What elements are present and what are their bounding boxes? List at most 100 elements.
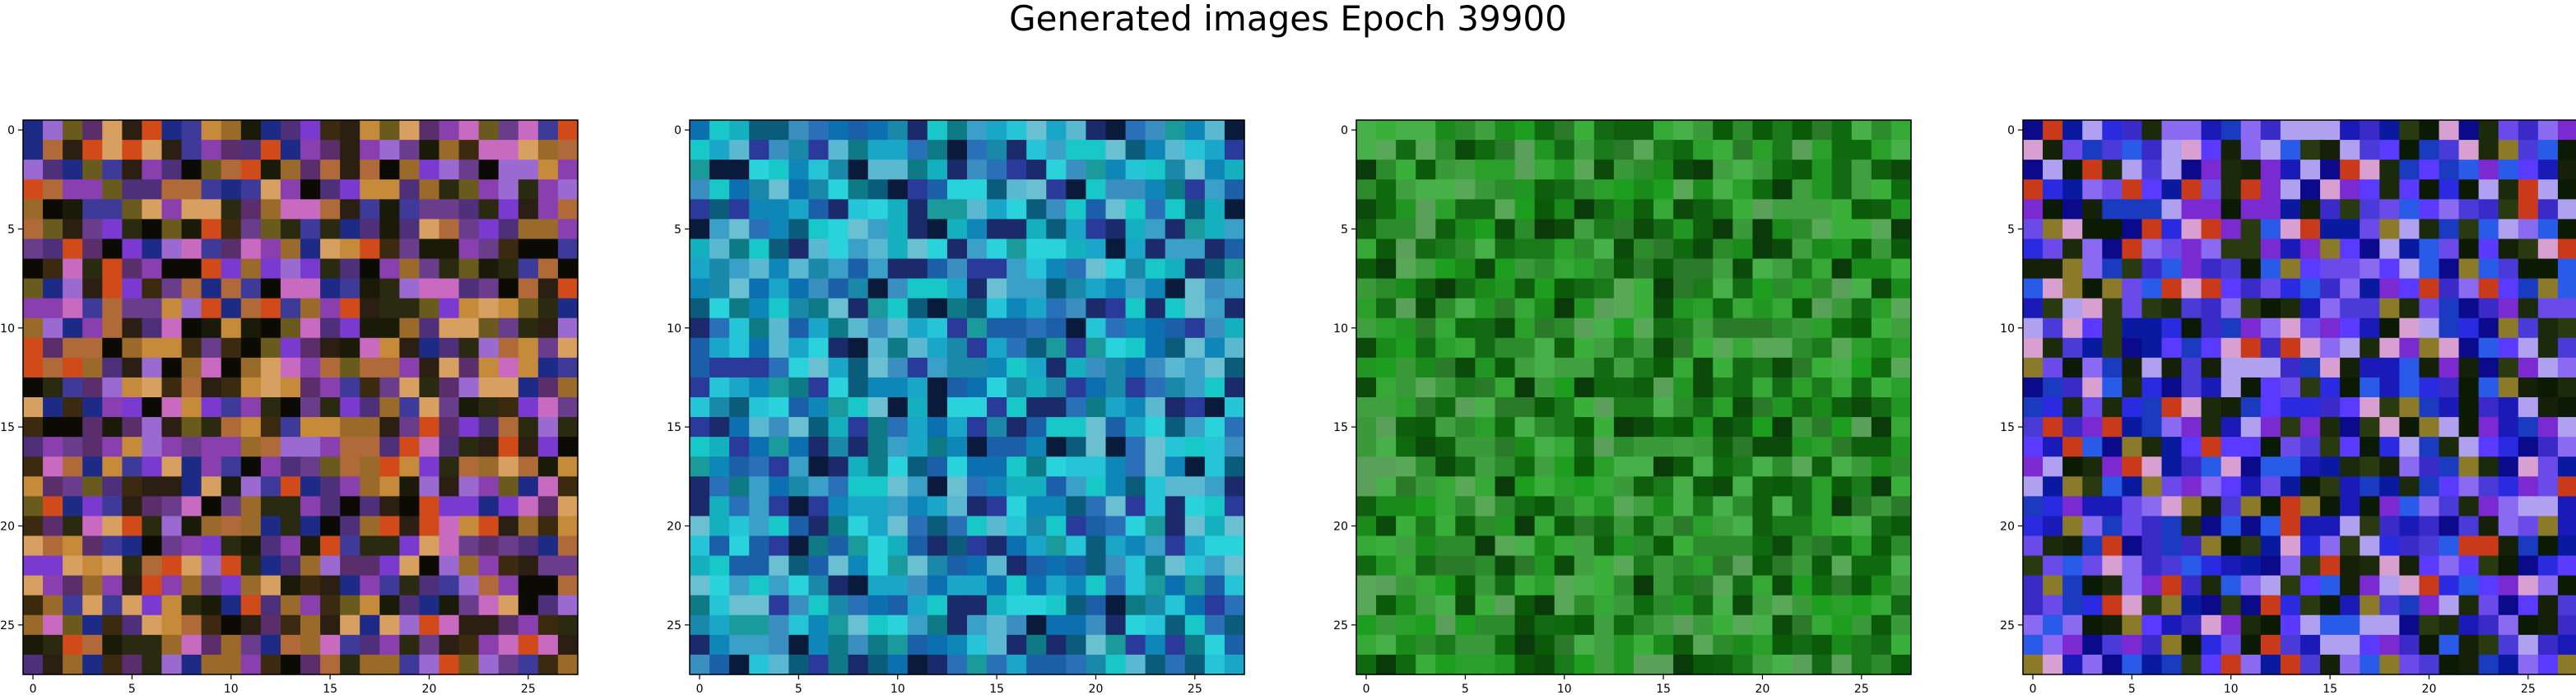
pixel-cell (360, 140, 380, 160)
pixel-cell (1416, 258, 1436, 280)
y-tick-label: 0 (674, 124, 681, 137)
pixel-cell (927, 634, 948, 656)
pixel-cell (340, 614, 360, 636)
pixel-cell (2043, 516, 2063, 537)
pixel-cell (2141, 140, 2163, 160)
pixel-cell (43, 120, 63, 141)
pixel-cell (142, 298, 163, 319)
pixel-cell (1165, 397, 1186, 418)
pixel-cell (2399, 456, 2420, 477)
pixel-cell (1435, 496, 1456, 517)
pixel-cell (808, 140, 830, 160)
pixel-cell (320, 179, 341, 200)
pixel-cell (1613, 357, 1634, 378)
pixel-cell (1673, 219, 1694, 240)
pixel-cell (1574, 575, 1595, 596)
pixel-cell (1145, 634, 1166, 656)
pixel-cell (1634, 278, 1654, 299)
pixel-cell (1086, 179, 1107, 200)
pixel-cell (1105, 357, 1127, 378)
pixel-cell (1693, 417, 1713, 438)
pixel-cell (887, 258, 909, 280)
pixel-cell (439, 377, 460, 398)
pixel-cell (2161, 456, 2183, 477)
pixel-cell (1376, 634, 1397, 656)
pixel-cell (1534, 476, 1555, 497)
pixel-cell (2260, 634, 2281, 656)
pixel-cell (1046, 160, 1067, 180)
pixel-cell (360, 278, 380, 299)
pixel-cell (2280, 278, 2301, 299)
pixel-cell (142, 219, 163, 240)
pixel-cell (2062, 258, 2083, 280)
pixel-cell (439, 456, 460, 477)
pixel-cell (1435, 239, 1456, 260)
pixel-cell (1752, 317, 1774, 339)
pixel-cell (82, 654, 103, 675)
pixel-cell (2360, 219, 2380, 240)
pixel-cell (2122, 397, 2143, 418)
pixel-cell (2557, 456, 2576, 477)
pixel-cell (181, 337, 202, 359)
pixel-cell (1475, 258, 1496, 280)
pixel-cell (2518, 397, 2539, 418)
pixel-cell (1184, 160, 1206, 180)
pixel-cell (260, 298, 281, 319)
pixel-cell (867, 476, 889, 497)
pixel-cell (2102, 239, 2123, 260)
pixel-cell (848, 456, 869, 477)
pixel-cell (320, 258, 341, 280)
pixel-cell (848, 140, 869, 160)
pixel-cell (181, 179, 202, 200)
y-tick-label: 10 (2000, 322, 2015, 336)
pixel-cell (518, 179, 539, 200)
pixel-cell (161, 417, 183, 438)
pixel-cell (1514, 516, 1536, 537)
pixel-cell (1026, 634, 1047, 656)
pixel-cell (142, 258, 163, 280)
x-tick-label: 25 (521, 683, 536, 695)
pixel-cell (280, 258, 301, 280)
pixel-cell (2280, 516, 2301, 537)
pixel-cell (867, 634, 889, 656)
pixel-cell (1673, 496, 1694, 517)
pixel-cell (419, 456, 440, 477)
pixel-cell (300, 397, 321, 418)
pixel-cell (439, 575, 460, 596)
pixel-cell (2181, 179, 2202, 200)
pixel-cell (1396, 456, 1416, 477)
pixel-cell (2557, 496, 2576, 517)
pixel-cell (300, 476, 321, 497)
pixel-cell (1890, 278, 1912, 299)
pixel-cell (300, 140, 321, 160)
pixel-cell (2399, 535, 2420, 557)
pixel-cell (1732, 634, 1754, 656)
pixel-cell (967, 317, 988, 339)
pixel-cell (788, 437, 810, 457)
pixel-cell (1792, 377, 1813, 398)
pixel-cell (1831, 397, 1853, 418)
pixel-cell (2399, 337, 2420, 359)
pixel-cell (419, 278, 440, 299)
pixel-cell (1871, 417, 1892, 438)
pixel-cell (709, 120, 730, 141)
pixel-cell (1732, 654, 1754, 675)
pixel-cell (2043, 337, 2063, 359)
pixel-cell (1811, 337, 1833, 359)
pixel-cell (2300, 397, 2321, 418)
pixel-cell (1634, 516, 1654, 537)
pixel-cell (320, 456, 341, 477)
pixel-cell (181, 317, 202, 339)
pixel-cell (1534, 377, 1555, 398)
pixel-cell (2537, 417, 2559, 438)
pixel-cell (1554, 634, 1575, 656)
pixel-cell (280, 476, 301, 497)
pixel-cell (867, 239, 889, 260)
pixel-cell (828, 397, 849, 418)
pixel-cell (1890, 535, 1912, 557)
pixel-cell (1435, 555, 1456, 577)
pixel-cell (1811, 456, 1833, 477)
pixel-cell (2141, 555, 2163, 577)
y-tick-label: 25 (1333, 619, 1348, 632)
pixel-cell (2220, 239, 2242, 260)
